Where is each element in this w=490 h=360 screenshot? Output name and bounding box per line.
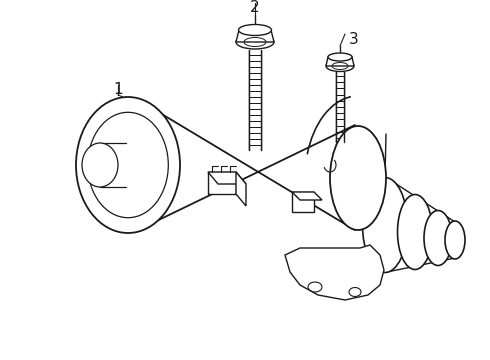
Polygon shape bbox=[292, 192, 314, 212]
Ellipse shape bbox=[363, 177, 408, 273]
Polygon shape bbox=[249, 51, 261, 149]
Polygon shape bbox=[208, 172, 236, 194]
Text: 1: 1 bbox=[113, 82, 123, 97]
Polygon shape bbox=[208, 172, 246, 184]
Ellipse shape bbox=[76, 97, 180, 233]
Ellipse shape bbox=[82, 143, 118, 187]
Polygon shape bbox=[236, 30, 274, 42]
Ellipse shape bbox=[397, 194, 433, 270]
Polygon shape bbox=[336, 73, 344, 141]
Text: 2: 2 bbox=[250, 0, 260, 15]
Ellipse shape bbox=[330, 126, 386, 230]
Ellipse shape bbox=[326, 60, 354, 72]
Ellipse shape bbox=[236, 35, 274, 49]
Ellipse shape bbox=[445, 221, 465, 259]
Text: 3: 3 bbox=[349, 32, 359, 47]
Polygon shape bbox=[285, 245, 384, 300]
Ellipse shape bbox=[424, 211, 452, 266]
Polygon shape bbox=[140, 101, 355, 230]
Ellipse shape bbox=[328, 53, 352, 61]
Polygon shape bbox=[326, 57, 354, 66]
Ellipse shape bbox=[239, 24, 271, 36]
Polygon shape bbox=[236, 172, 246, 206]
Polygon shape bbox=[292, 192, 322, 200]
